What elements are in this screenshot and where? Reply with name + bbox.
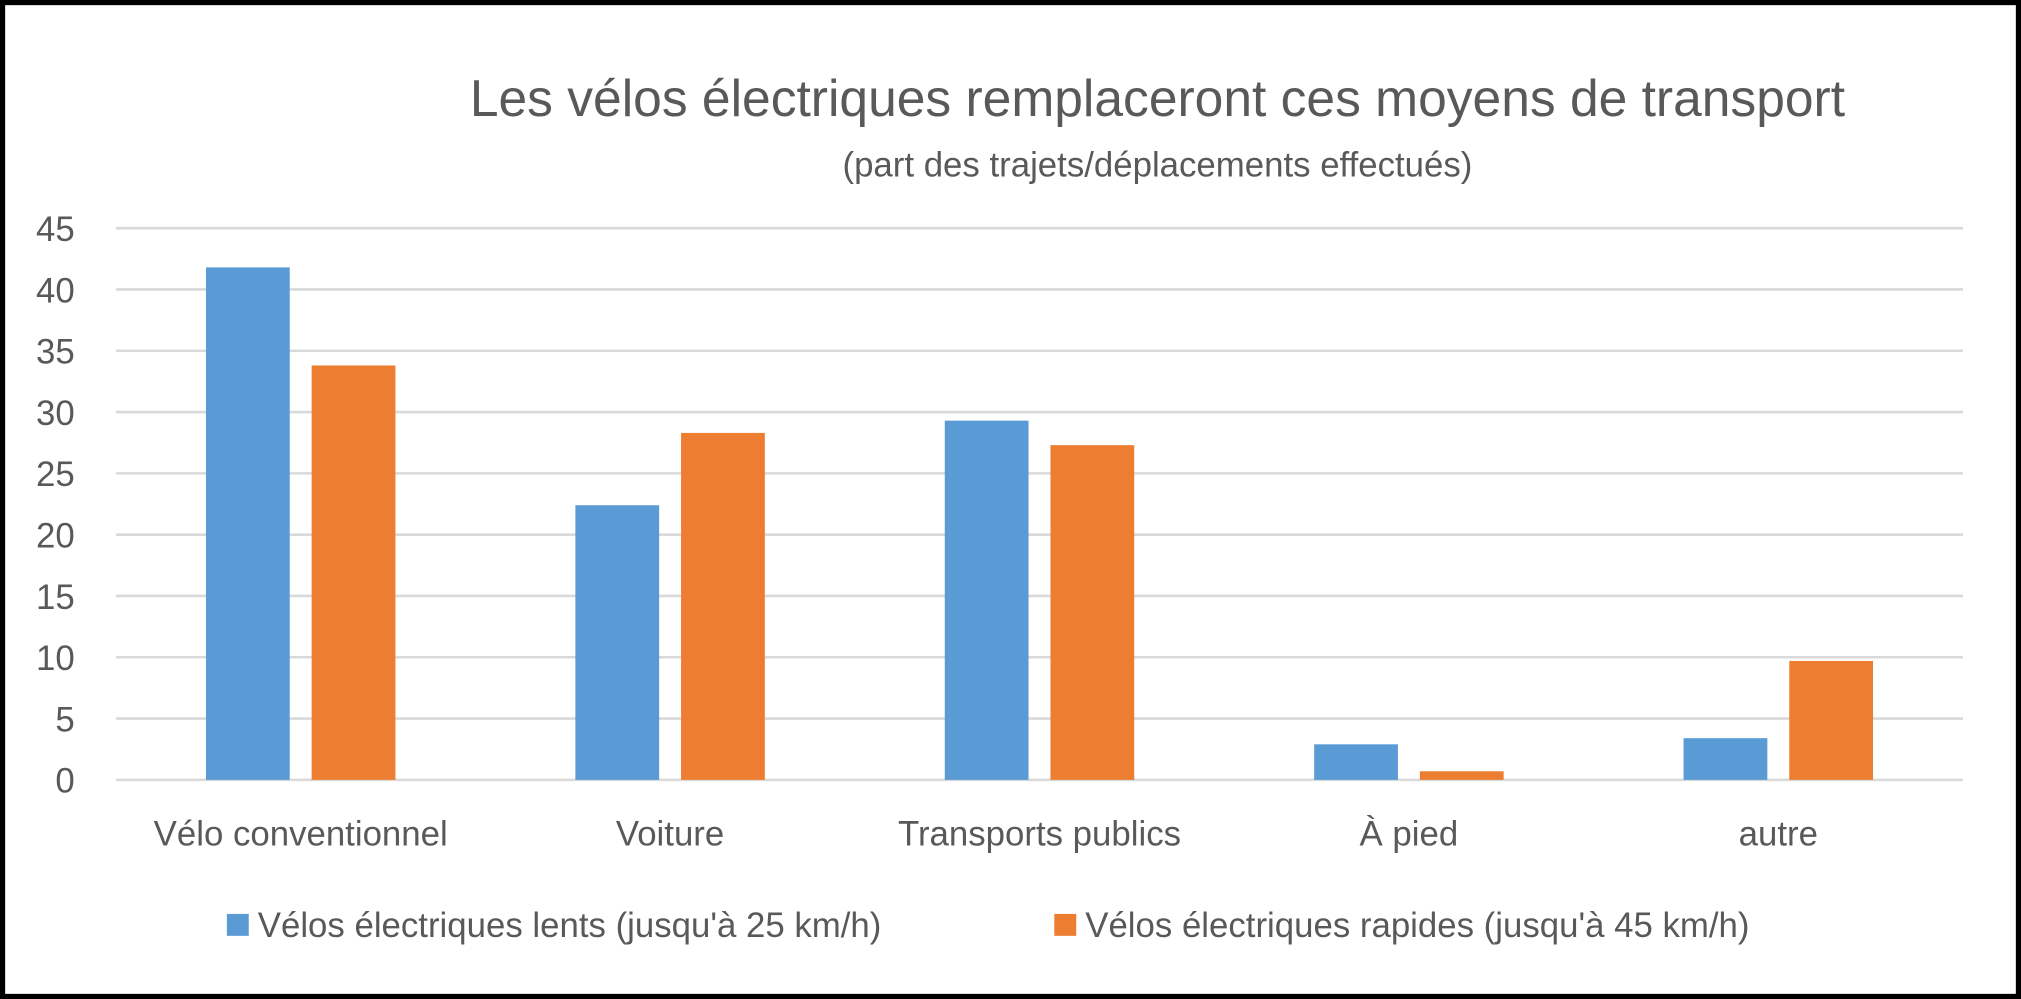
y-tick-label: 10	[36, 639, 75, 678]
bar-lents	[1314, 744, 1398, 780]
y-tick-label: 25	[36, 455, 75, 494]
y-tick-label: 40	[36, 271, 75, 310]
legend-label: Vélos électriques rapides (jusqu'à 45 km…	[1085, 906, 1749, 945]
x-tick-label: Vélo conventionnel	[154, 815, 448, 854]
x-tick-label: À pied	[1360, 815, 1459, 854]
y-tick-label: 20	[36, 517, 75, 556]
bar-rapides	[311, 365, 396, 780]
legend-label: Vélos électriques lents (jusqu'à 25 km/h…	[258, 906, 882, 945]
bar-lents	[575, 505, 660, 780]
bar-rapides	[681, 432, 765, 780]
y-tick-label: 45	[36, 210, 75, 249]
legend-swatch	[1054, 913, 1077, 936]
chart-title: Les vélos électriques remplaceront ces m…	[470, 69, 1845, 127]
y-tick-label: 0	[55, 762, 74, 801]
bar-lents	[1683, 738, 1768, 780]
bar-lents	[205, 267, 290, 780]
y-tick-label: 5	[55, 700, 74, 739]
y-tick-label: 30	[36, 394, 75, 433]
chart-subtitle: (part des trajets/déplacements effectués…	[842, 146, 1472, 185]
bar-lents	[944, 420, 1029, 780]
x-tick-label: Transports publics	[898, 815, 1181, 854]
bar-rapides	[1419, 771, 1504, 780]
y-tick-label: 15	[36, 578, 75, 617]
y-tick-label: 35	[36, 333, 75, 372]
x-tick-label: Voiture	[616, 815, 724, 854]
x-tick-label: autre	[1739, 815, 1818, 854]
bar-rapides	[1789, 660, 1874, 780]
bar-rapides	[1050, 445, 1135, 780]
legend-swatch	[226, 913, 249, 936]
